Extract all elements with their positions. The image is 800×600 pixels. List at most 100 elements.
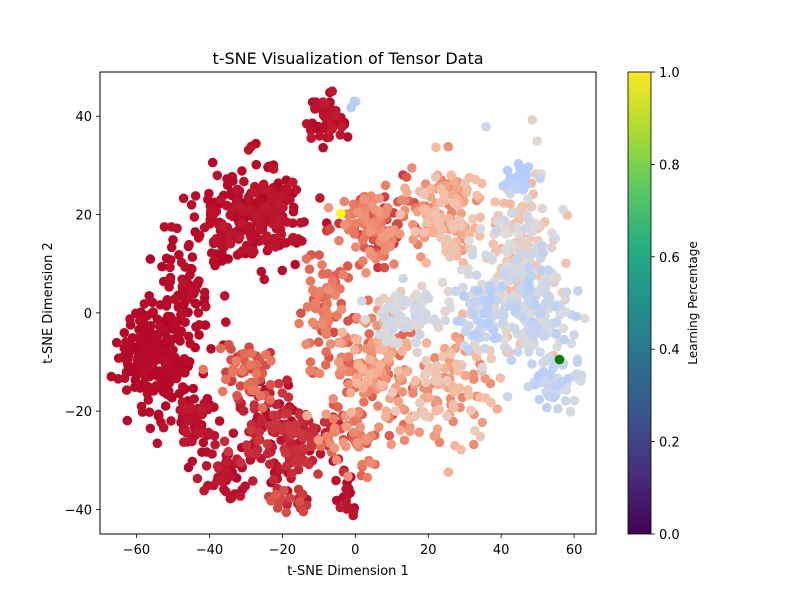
scatter-point <box>359 397 369 407</box>
scatter-point <box>271 489 281 500</box>
scatter-point <box>432 361 442 371</box>
scatter-point <box>206 248 217 258</box>
scatter-point <box>262 231 272 241</box>
scatter-point <box>471 270 482 281</box>
scatter-point <box>291 185 302 195</box>
scatter-point <box>529 248 539 258</box>
scatter-point <box>174 250 184 260</box>
scatter-point <box>397 387 408 397</box>
scatter-point <box>477 362 488 373</box>
scatter-point <box>212 170 223 181</box>
scatter-point <box>208 209 219 219</box>
scatter-point <box>176 326 187 336</box>
scatter-point <box>356 296 367 306</box>
scatter-point <box>405 426 415 437</box>
scatter-point <box>288 232 299 243</box>
scatter-point <box>357 363 367 373</box>
scatter-point <box>397 346 408 357</box>
scatter-point <box>537 240 547 251</box>
scatter-point <box>266 356 276 366</box>
scatter-point <box>305 365 315 376</box>
scatter-point <box>445 303 456 313</box>
scatter-point <box>546 242 557 253</box>
scatter-point <box>502 391 513 402</box>
scatter-point <box>535 308 546 319</box>
scatter-point <box>343 352 354 362</box>
scatter-point <box>429 314 440 324</box>
scatter-point <box>523 162 534 172</box>
scatter-point <box>217 386 228 397</box>
scatter-point <box>545 369 556 380</box>
scatter-point <box>452 316 463 326</box>
scatter-point <box>246 425 256 436</box>
scatter-point <box>442 411 452 422</box>
scatter-point <box>481 121 491 132</box>
scatter-point <box>548 392 559 403</box>
scatter-point <box>138 369 149 379</box>
scatter-point <box>198 364 208 375</box>
scatter-point <box>268 410 279 421</box>
scatter-point <box>408 388 418 399</box>
scatter-point <box>381 336 392 347</box>
scatter-point <box>358 256 368 266</box>
scatter-point <box>542 402 552 413</box>
scatter-point <box>550 381 561 392</box>
scatter-point <box>499 198 509 208</box>
scatter-point <box>352 378 362 389</box>
scatter-point <box>446 349 456 360</box>
scatter-point <box>277 265 288 276</box>
scatter-point <box>243 145 254 155</box>
scatter-point <box>527 359 537 369</box>
scatter-point <box>482 318 493 329</box>
scatter-point <box>161 253 172 264</box>
scatter-point <box>264 243 274 253</box>
scatter-point <box>251 368 262 379</box>
scatter-point <box>239 406 249 416</box>
scatter-point <box>199 222 210 233</box>
scatter-point <box>244 448 254 459</box>
scatter-point <box>520 236 531 246</box>
scatter-point <box>266 193 276 204</box>
scatter-point <box>533 371 544 381</box>
scatter-point <box>535 347 545 357</box>
scatter-point <box>183 415 194 426</box>
scatter-point <box>519 337 530 347</box>
scatter-point <box>463 344 474 355</box>
scatter-point <box>456 444 466 455</box>
scatter-point <box>507 208 517 219</box>
scatter-point <box>530 219 541 230</box>
scatter-point <box>555 309 566 320</box>
scatter-point <box>246 245 256 256</box>
scatter-point <box>306 125 316 136</box>
scatter-point <box>364 329 375 339</box>
scatter-point <box>162 295 173 305</box>
scatter-point <box>318 142 328 153</box>
scatter-point <box>122 415 133 426</box>
scatter-point <box>480 343 490 354</box>
scatter-point <box>374 193 384 204</box>
colorbar-tick-label: 1.0 <box>659 66 680 81</box>
scatter-point <box>308 423 319 433</box>
scatter-point <box>486 294 496 305</box>
scatter-point <box>328 394 339 404</box>
scatter-point <box>513 347 523 357</box>
scatter-point <box>561 287 572 297</box>
scatter-point <box>335 337 345 348</box>
scatter-point <box>327 86 338 96</box>
scatter-point <box>419 227 430 238</box>
scatter-point <box>388 324 398 334</box>
scatter-point <box>240 481 250 492</box>
scatter-point <box>177 382 188 392</box>
scatter-point <box>518 312 528 322</box>
scatter-point <box>459 178 470 189</box>
scatter-point <box>262 448 273 459</box>
scatter-point <box>569 330 579 340</box>
scatter-point <box>414 427 425 438</box>
scatter-point <box>195 406 205 416</box>
scatter-point <box>235 232 245 242</box>
scatter-point <box>502 247 512 257</box>
scatter-point <box>343 379 354 390</box>
scatter-point <box>535 173 545 184</box>
scatter-point <box>287 429 298 440</box>
scatter-point <box>160 401 171 411</box>
